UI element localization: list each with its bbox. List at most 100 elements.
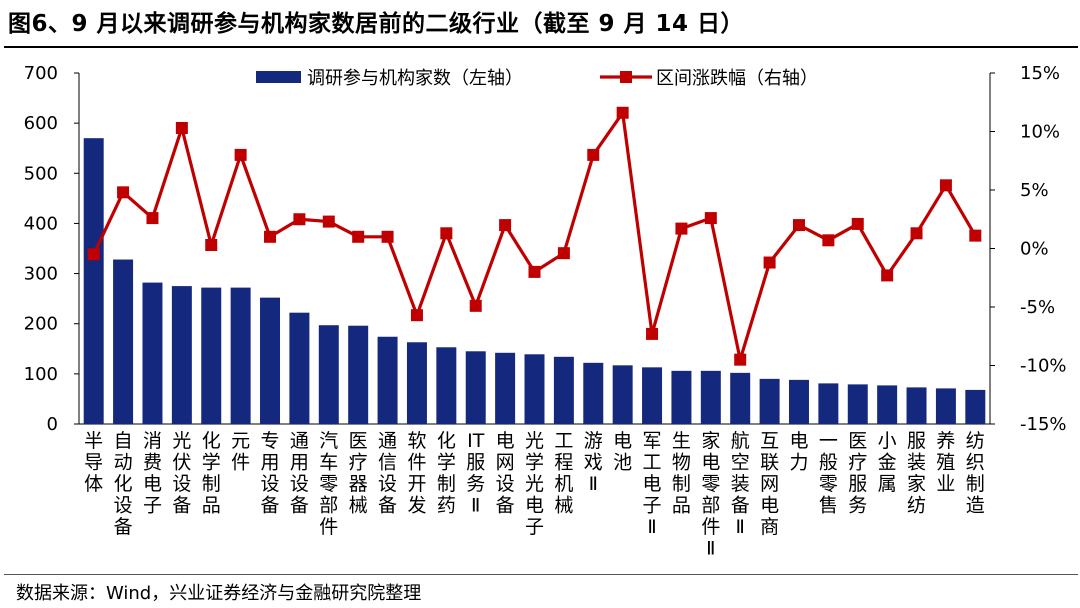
data-source-note: 数据来源：Wind，兴业证券经济与金融研究院整理	[16, 583, 422, 604]
line-point	[528, 265, 541, 278]
bar	[113, 259, 134, 424]
category-labels: 半导体自动化设备消费电子光伏设备化学制品元件专用设备通用设备汽车零部件医疗器械通…	[84, 430, 985, 560]
category-label: 医疗服务	[848, 430, 867, 517]
category-label: 电力	[789, 430, 808, 474]
bar	[583, 362, 604, 424]
left-axis-ticks: 0 100 200 300 400 500 600 700	[24, 63, 79, 435]
line-point	[146, 212, 159, 225]
legend: 调研参与机构家数（左轴） 区间涨跌幅（右轴）	[256, 68, 818, 89]
left-tick-label: 300	[24, 264, 58, 285]
line-point	[557, 247, 570, 260]
bar	[289, 312, 310, 424]
bar	[260, 297, 281, 424]
category-label: 汽车零部件	[319, 430, 338, 538]
line-series-path	[92, 111, 977, 362]
right-tick-label: -10%	[1020, 356, 1067, 377]
category-label: 军工电子 Ⅱ	[643, 430, 662, 538]
category-label: 一般零售	[819, 430, 838, 517]
category-label: 电网设备	[496, 430, 515, 517]
line-point	[205, 238, 218, 251]
line-point	[175, 121, 188, 134]
legend-line-marker	[620, 71, 632, 83]
category-label: 游戏 Ⅱ	[584, 430, 603, 495]
bar	[348, 325, 369, 424]
category-label: 互联网电商	[760, 430, 779, 538]
line-point	[734, 353, 747, 366]
category-label: 通信设备	[378, 430, 397, 517]
legend-bar-swatch	[256, 71, 301, 83]
category-label: 小金属	[878, 430, 897, 495]
line-point	[822, 234, 835, 247]
bar	[201, 287, 222, 424]
bar	[965, 389, 986, 424]
bar	[759, 378, 780, 424]
bar	[495, 352, 516, 424]
left-tick-label: 700	[24, 63, 58, 84]
line-point	[704, 212, 717, 225]
line-point	[910, 227, 923, 240]
bar	[788, 379, 809, 424]
bar	[318, 325, 339, 424]
line-point	[939, 179, 952, 192]
category-label: 养殖业	[936, 430, 955, 495]
category-label: 家电零部件 Ⅱ	[701, 430, 720, 560]
legend-bar-label: 调研参与机构家数（左轴）	[307, 68, 523, 89]
bar	[524, 354, 545, 424]
chart-title: 图6、9 月以来调研参与机构家数居前的二级行业（截至 9 月 14 日）	[8, 11, 745, 37]
right-tick-label: 15%	[1020, 63, 1060, 84]
bar	[83, 138, 104, 424]
category-label: 元件	[231, 430, 250, 474]
line-point	[587, 148, 600, 161]
bar-series-group	[83, 138, 986, 424]
bar	[818, 383, 839, 424]
line-series-group	[87, 106, 982, 366]
left-tick-label: 100	[24, 364, 58, 385]
line-point	[440, 227, 453, 240]
line-point	[469, 299, 482, 312]
category-label: 医疗器械	[349, 430, 368, 517]
bar	[671, 370, 692, 424]
line-point	[881, 269, 894, 282]
category-label: 生物制品	[672, 430, 691, 517]
title-divider	[4, 46, 1078, 48]
right-tick-label: 0%	[1020, 239, 1049, 260]
category-label: 通用设备	[290, 430, 309, 517]
bar	[406, 342, 427, 424]
category-label: 半导体	[84, 430, 103, 495]
bar	[700, 370, 721, 424]
line-point	[87, 248, 100, 261]
line-point	[499, 219, 512, 232]
line-point	[616, 106, 629, 119]
bar	[847, 384, 868, 424]
bar	[171, 286, 192, 424]
line-point	[675, 222, 688, 235]
line-point	[969, 229, 982, 242]
category-label: 电池	[613, 430, 632, 474]
bar	[935, 388, 956, 424]
category-label: 自动化设备	[114, 430, 133, 538]
line-point	[293, 213, 306, 226]
line-point	[763, 256, 776, 269]
line-point	[410, 309, 423, 322]
category-label: 化学制品	[202, 430, 221, 517]
legend-line-label: 区间涨跌幅（右轴）	[656, 68, 818, 89]
line-point	[322, 215, 335, 228]
category-label: 消费电子	[143, 430, 162, 517]
bar	[642, 367, 663, 424]
line-point	[352, 230, 365, 243]
category-label: 工程机械	[554, 430, 573, 517]
category-label: 光学光电子	[525, 430, 544, 538]
source-divider	[4, 574, 1078, 575]
right-tick-label: 10%	[1020, 122, 1060, 143]
bar	[377, 336, 398, 424]
category-label: 光伏设备	[172, 430, 191, 517]
left-tick-label: 500	[24, 163, 58, 184]
left-tick-label: 200	[24, 314, 58, 335]
left-tick-label: 0	[47, 414, 58, 435]
category-label: 化学制药	[437, 430, 456, 517]
line-point	[234, 148, 247, 161]
bar	[465, 351, 486, 424]
line-point	[117, 186, 130, 199]
category-label: 软件开发	[407, 430, 426, 517]
